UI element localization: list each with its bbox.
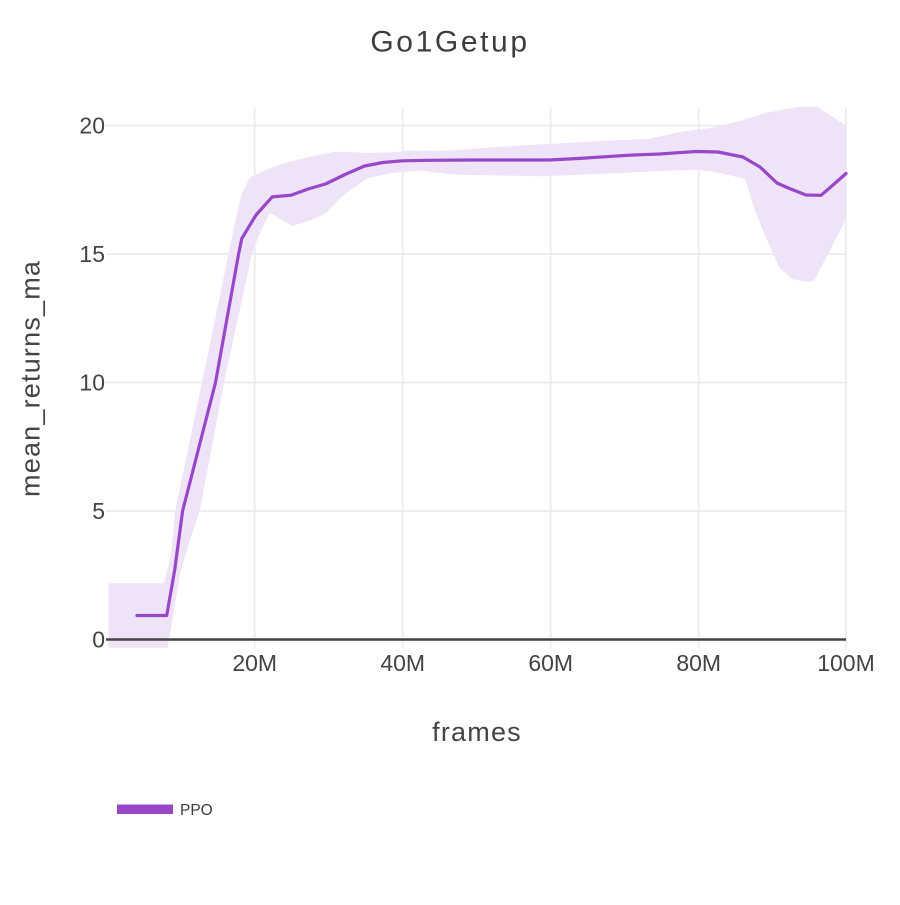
svg-text:10: 10 [79, 370, 105, 396]
svg-text:Go1Getup: Go1Getup [370, 26, 529, 59]
svg-text:20: 20 [79, 113, 105, 139]
svg-text:15: 15 [79, 241, 105, 267]
svg-text:0: 0 [92, 627, 105, 653]
svg-text:60M: 60M [528, 650, 573, 676]
svg-text:mean_returns_ma: mean_returns_ma [16, 260, 46, 497]
svg-text:20M: 20M [232, 650, 277, 676]
svg-text:5: 5 [92, 498, 105, 524]
svg-text:frames: frames [432, 717, 522, 747]
svg-text:40M: 40M [380, 650, 425, 676]
svg-text:80M: 80M [676, 650, 721, 676]
svg-text:100M: 100M [817, 650, 875, 676]
svg-text:PPO: PPO [180, 802, 213, 819]
